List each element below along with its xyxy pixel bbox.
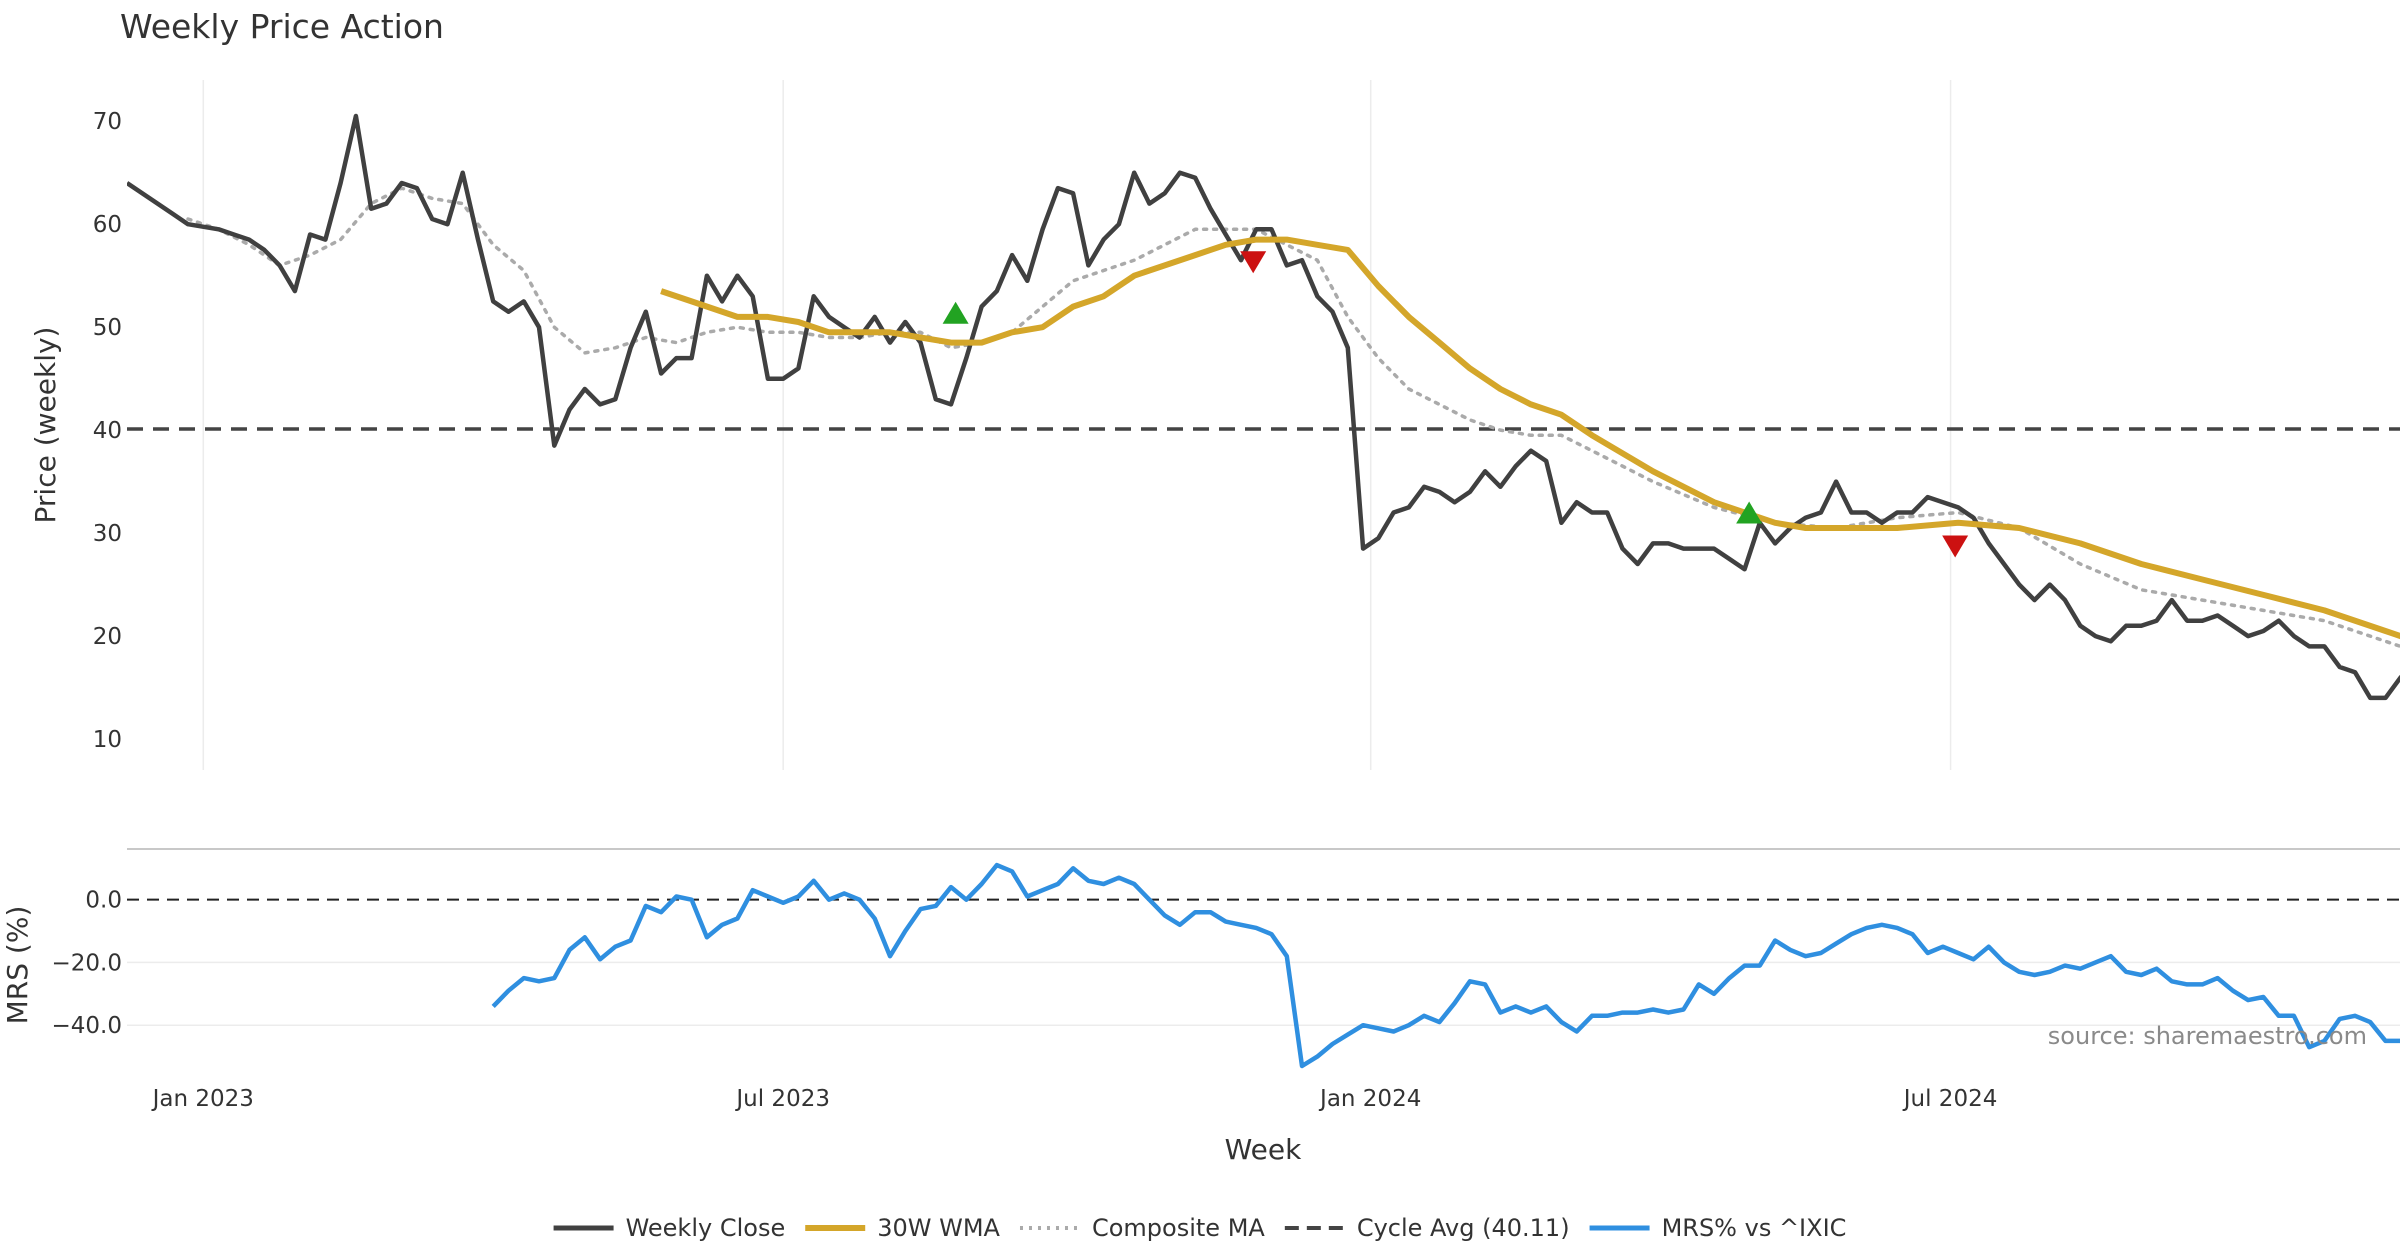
signal-buy-0 <box>942 301 969 324</box>
series-30w-wma <box>660 236 2400 640</box>
mrs-series-group <box>491 862 2400 1069</box>
signal-sell-3 <box>1942 535 1969 558</box>
price-series-group <box>127 113 2400 701</box>
mrs-gridlines <box>127 898 2400 1026</box>
price-y-tick-70: 70 <box>93 109 122 135</box>
x-tick-jan-2023: Jan 2023 <box>151 1086 254 1112</box>
series-composite-ma <box>186 186 2400 649</box>
x-tick-jul-2023: Jul 2023 <box>734 1086 830 1112</box>
price-y-tick-60: 60 <box>93 212 122 238</box>
price-y-tick-10: 10 <box>93 727 122 753</box>
source-note: source: sharemaestro.com <box>2048 1022 2367 1050</box>
legend: Weekly Close 30W WMA Composite MA Cycle Avg… <box>553 1214 1847 1242</box>
mrs-y-axis-label: MRS (%) <box>1 906 34 1025</box>
price-y-ticks: 10 20 30 40 50 60 70 <box>93 109 122 753</box>
mrs-y-tick-0: 0.0 <box>85 888 122 914</box>
legend-label-mrs-vs-ixic: MRS% vs ^IXIC <box>1662 1214 1847 1242</box>
legend-label-30w-wma: 30W WMA <box>877 1214 1000 1242</box>
mrs-y-tick-20: −20.0 <box>52 950 122 976</box>
signal-markers <box>942 251 1969 558</box>
price-y-tick-20: 20 <box>93 624 122 650</box>
price-y-tick-40: 40 <box>93 418 122 444</box>
x-axis-label: Week <box>1225 1133 1302 1166</box>
price-gridlines <box>202 80 1952 770</box>
x-tick-jul-2024: Jul 2024 <box>1902 1086 1998 1112</box>
price-y-tick-50: 50 <box>93 315 122 341</box>
price-y-axis-label: Price (weekly) <box>29 327 62 524</box>
signal-buy-2 <box>1736 501 1763 524</box>
x-tick-jan-2024: Jan 2024 <box>1318 1086 1421 1112</box>
price-y-tick-30: 30 <box>93 521 122 547</box>
legend-label-cycle-avg-40-11: Cycle Avg (40.11) <box>1357 1214 1570 1242</box>
series-weekly-close <box>127 113 2400 701</box>
signal-sell-1 <box>1240 251 1267 274</box>
legend-label-composite-ma: Composite MA <box>1092 1214 1265 1242</box>
legend-label-weekly-close: Weekly Close <box>626 1214 786 1242</box>
chart-title: Weekly Price Action <box>120 7 444 46</box>
mrs-y-tick-40: −40.0 <box>52 1013 122 1039</box>
mrs-y-ticks: 0.0 −20.0 −40.0 <box>52 888 122 1040</box>
series-mrs-vs-ixic <box>491 862 2400 1069</box>
